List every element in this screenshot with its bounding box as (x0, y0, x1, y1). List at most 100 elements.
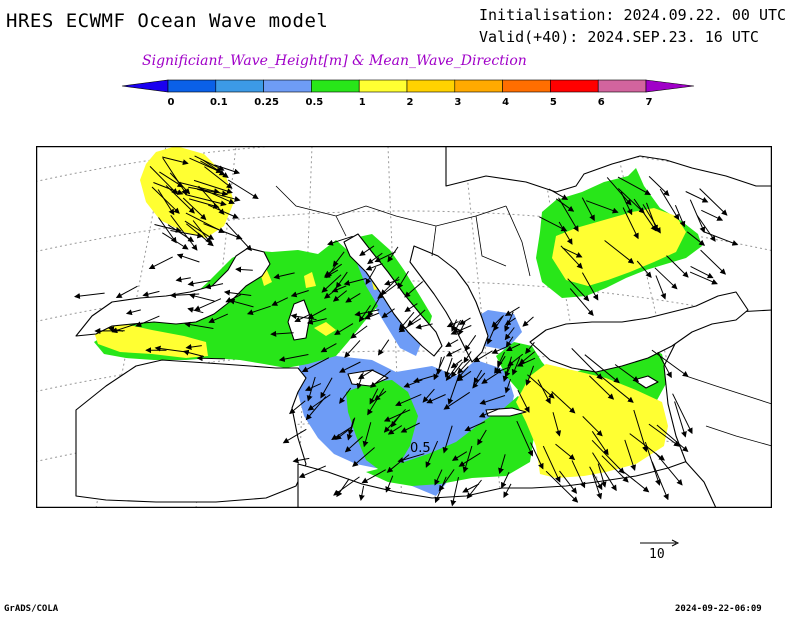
wave-arrow (395, 393, 422, 407)
wave-arrow (555, 443, 576, 461)
wave-arrow (581, 272, 599, 301)
wave-arrow (672, 393, 693, 435)
legend-tick-label: 0 (168, 97, 175, 108)
wave-arrow (185, 212, 225, 233)
wave-arrow (331, 285, 347, 293)
wave-arrow (167, 224, 195, 242)
wave-arrow (422, 388, 435, 403)
contour-label: 0.5 (410, 441, 431, 456)
valid-time: Valid(+40): 2024.SEP.23. 16 UTC (479, 28, 759, 46)
wave-arrow (184, 220, 215, 240)
legend-tick-label: 0.25 (254, 97, 279, 108)
wave-arrow (369, 388, 379, 405)
wave-arrow (614, 364, 640, 382)
wave-arrow (491, 316, 503, 328)
wave-arrow (548, 188, 569, 200)
wave-arrow (545, 470, 579, 503)
wave-arrow (374, 251, 396, 263)
legend-swatch (358, 79, 408, 93)
wave-arrow (196, 355, 226, 362)
wave-arrow (560, 245, 583, 270)
wave-arrow (403, 379, 423, 388)
wave-arrow (304, 383, 322, 392)
chart-subtitle: Significiant_Wave_Height[m] & Mean_Wave_… (142, 53, 527, 69)
wave-arrow (493, 315, 504, 332)
wave-arrow (383, 408, 406, 433)
wave-arrow (324, 263, 342, 277)
wave-arrow (197, 188, 241, 202)
wave-arrow (516, 357, 536, 367)
wave-arrow (339, 361, 361, 373)
render-timestamp: 2024-09-22-06:09 (675, 604, 762, 614)
wave-arrow (542, 445, 561, 483)
wave-arrow (558, 197, 579, 232)
reference-arrow (640, 539, 680, 547)
wave-arrow (689, 271, 718, 285)
wave-arrow (154, 224, 182, 233)
wave-arrow (294, 313, 311, 323)
wave-arrow (365, 263, 383, 271)
wave-arrow (530, 442, 544, 470)
wave-arrow (591, 431, 609, 456)
wave-arrow (169, 172, 191, 195)
wave-arrow (407, 309, 426, 326)
wave-arrow (175, 276, 191, 283)
wave-arrow (458, 317, 471, 325)
wave-arrow (298, 465, 326, 478)
wave-arrow (498, 454, 506, 475)
wave-arrow (282, 428, 307, 444)
wave-arrow (434, 469, 443, 486)
wave-arrow (426, 394, 446, 404)
legend-swatch (263, 79, 312, 93)
wave-arrow (582, 416, 603, 437)
wave-arrow (624, 439, 636, 471)
wave-arrow (151, 186, 180, 214)
wave-arrow (674, 401, 687, 438)
wave-arrow (699, 188, 728, 216)
wave-arrow (567, 278, 590, 302)
wave-arrow (655, 275, 667, 300)
wave-arrow (505, 343, 521, 352)
wave-arrow (332, 251, 345, 267)
wave-arrow (434, 476, 447, 504)
wave-arrow (188, 186, 229, 197)
wave-arrow (701, 209, 724, 221)
wave-arrow (271, 297, 289, 306)
wave-arrow (292, 457, 310, 464)
wave-arrow (425, 440, 439, 468)
wave-arrow (358, 485, 365, 501)
wave-arrow (200, 160, 226, 176)
wave-arrow (586, 200, 619, 214)
wave-arrow (450, 361, 464, 378)
wave-arrow (397, 453, 425, 463)
wave-arrow (700, 249, 727, 275)
wave-arrow (320, 343, 337, 353)
wave-arrow (618, 467, 650, 493)
wave-arrow (651, 349, 689, 377)
wave-arrow (674, 205, 686, 228)
wave-arrow (466, 479, 482, 499)
wave-arrow (384, 279, 400, 286)
wave-arrow (463, 351, 472, 364)
wave-arrow (333, 476, 360, 496)
wave-arrow (479, 395, 506, 405)
wave-arrow (516, 420, 534, 457)
wave-arrow (367, 296, 381, 318)
legend-swatch (215, 79, 264, 93)
wave-arrow (644, 441, 661, 486)
wave-arrow (504, 378, 511, 394)
color-legend: 0 0.1 0.25 0.5 1 2 3 4 5 6 7 (121, 79, 695, 108)
wave-arrow (306, 376, 316, 402)
wave-arrow (154, 345, 185, 353)
wave-arrow (450, 325, 472, 335)
wave-arrow (654, 267, 678, 290)
wave-arrow (464, 335, 477, 352)
wave-arrow (159, 171, 184, 188)
wave-arrow (301, 357, 330, 372)
chart-title: HRES ECWMF Ocean Wave model (6, 10, 329, 32)
wave-arrow (327, 235, 353, 246)
wave-arrow (189, 198, 220, 209)
legend-tick-label: 1 (359, 97, 366, 108)
wave-arrow (381, 308, 395, 319)
wave-arrow (442, 425, 453, 454)
